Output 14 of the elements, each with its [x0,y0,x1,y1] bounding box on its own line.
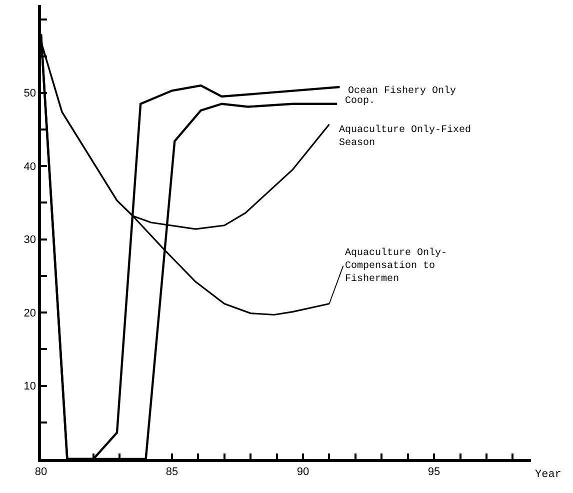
x-axis-title: Year [535,469,562,481]
x-tick-label: 85 [166,466,178,478]
x-tick-label: 80 [34,466,48,478]
y-tick-label: 10 [24,380,36,393]
y-tick-label: 20 [24,307,36,320]
y-tick-label: 50 [24,88,36,100]
x-tick-label: 90 [296,466,310,478]
series-label: Aquaculture Only-Fixed Season [339,124,472,149]
series-label: Coop. [345,96,376,107]
x-tick-label: 95 [428,466,440,478]
y-tick-label: 40 [24,160,36,173]
y-tick-label: 30 [24,234,36,246]
series-label: Ocean Fishery Only [348,85,456,97]
text: Aquaculture Only-Compensation to Fishermen [345,247,448,285]
